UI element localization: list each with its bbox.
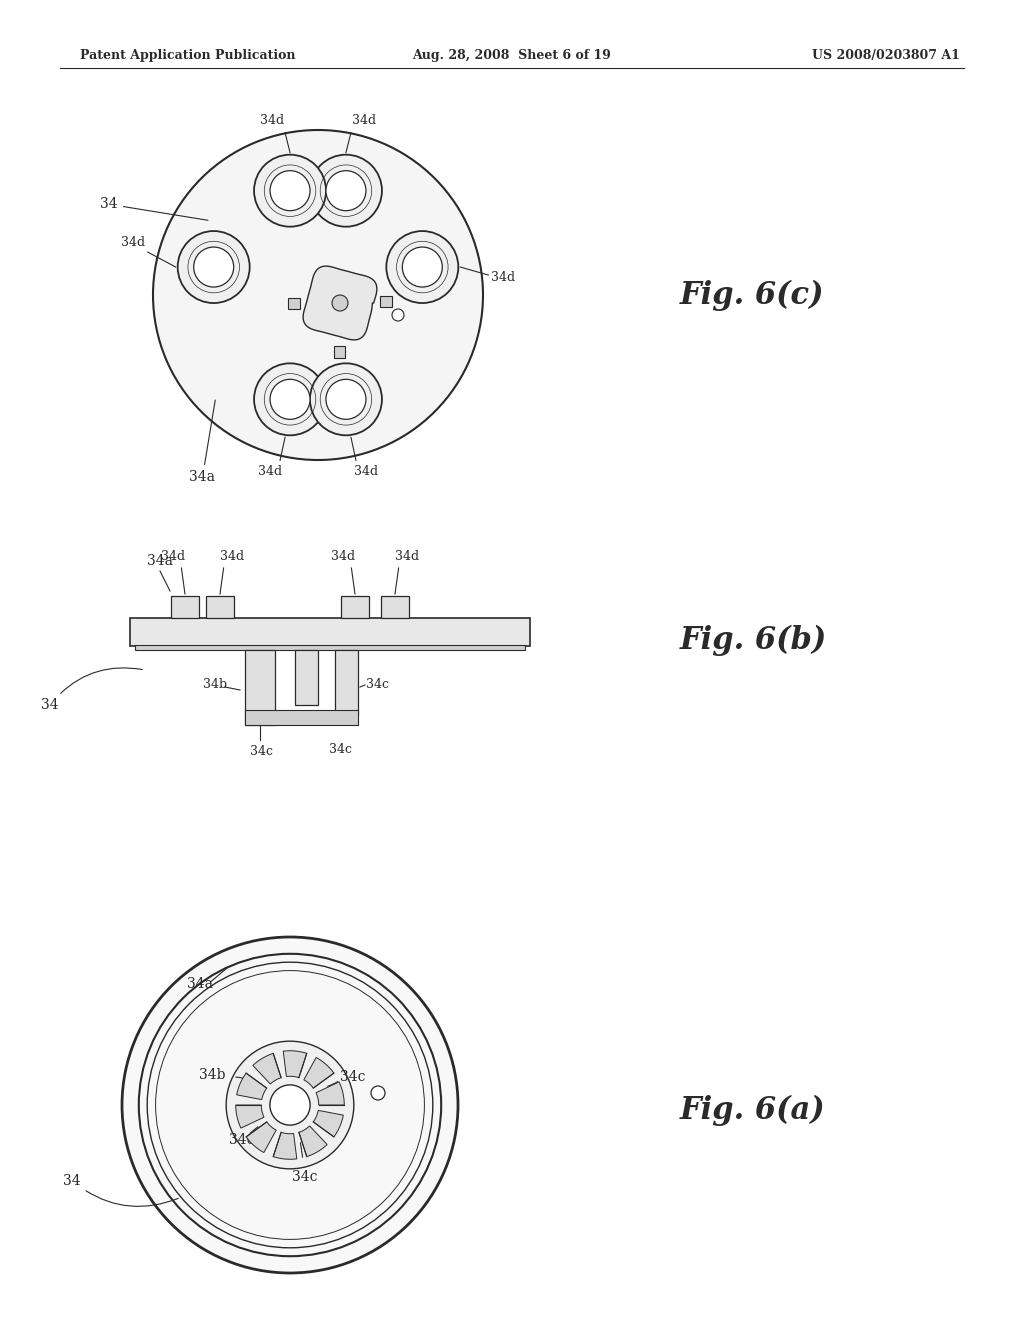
Text: 34d: 34d xyxy=(354,466,378,478)
Polygon shape xyxy=(313,1110,343,1137)
Circle shape xyxy=(326,379,366,420)
Text: 34a: 34a xyxy=(187,977,213,991)
Circle shape xyxy=(153,129,483,459)
Bar xyxy=(381,597,409,618)
Polygon shape xyxy=(246,1122,276,1152)
Polygon shape xyxy=(299,1126,327,1156)
Text: 34: 34 xyxy=(100,197,208,220)
Bar xyxy=(130,618,530,645)
Bar xyxy=(288,298,300,309)
Text: 34d: 34d xyxy=(395,550,419,564)
Circle shape xyxy=(254,154,326,227)
Text: 34d: 34d xyxy=(258,466,282,478)
Polygon shape xyxy=(237,1073,267,1100)
Text: 34c: 34c xyxy=(366,678,389,692)
Text: 34d: 34d xyxy=(220,550,244,564)
Bar xyxy=(295,649,318,705)
Text: Fig. 6(a): Fig. 6(a) xyxy=(680,1094,825,1126)
Circle shape xyxy=(310,154,382,227)
Circle shape xyxy=(270,1085,310,1125)
Text: 34d: 34d xyxy=(260,114,284,127)
Text: 34b: 34b xyxy=(199,1068,225,1082)
Text: 34a: 34a xyxy=(147,554,173,568)
Text: 34: 34 xyxy=(41,668,142,711)
Bar xyxy=(334,346,345,358)
Text: 34d: 34d xyxy=(161,550,185,564)
Bar xyxy=(171,597,199,618)
Text: US 2008/0203807 A1: US 2008/0203807 A1 xyxy=(812,49,961,62)
Bar xyxy=(206,597,234,618)
Text: 34c: 34c xyxy=(229,1133,255,1147)
Text: 34d: 34d xyxy=(492,271,515,284)
Bar xyxy=(380,296,392,308)
Circle shape xyxy=(270,170,310,211)
Text: 34c: 34c xyxy=(292,1170,317,1184)
Polygon shape xyxy=(273,1133,297,1159)
Text: Fig. 6(b): Fig. 6(b) xyxy=(680,624,827,656)
Text: 34d: 34d xyxy=(121,235,144,248)
Bar xyxy=(245,710,358,725)
Text: 34d: 34d xyxy=(352,114,376,127)
Polygon shape xyxy=(253,1053,282,1084)
Polygon shape xyxy=(284,1051,307,1077)
Polygon shape xyxy=(316,1082,344,1105)
Circle shape xyxy=(392,309,404,321)
Circle shape xyxy=(332,294,348,312)
Text: 34c: 34c xyxy=(340,1071,366,1084)
Bar xyxy=(341,597,369,618)
Text: Patent Application Publication: Patent Application Publication xyxy=(80,49,296,62)
Polygon shape xyxy=(303,267,377,339)
Circle shape xyxy=(194,247,233,286)
Bar xyxy=(335,649,358,715)
Circle shape xyxy=(371,1086,385,1100)
Text: 34: 34 xyxy=(63,1173,178,1206)
Text: Fig. 6(c): Fig. 6(c) xyxy=(680,280,824,310)
Circle shape xyxy=(386,231,459,304)
Text: 34a: 34a xyxy=(189,400,215,484)
Text: 34c: 34c xyxy=(329,743,351,756)
Bar xyxy=(245,649,275,725)
Polygon shape xyxy=(304,1057,334,1088)
Circle shape xyxy=(326,170,366,211)
Text: 34d: 34d xyxy=(331,550,355,564)
Text: 34b: 34b xyxy=(203,678,227,692)
Circle shape xyxy=(254,363,326,436)
Polygon shape xyxy=(236,1105,264,1129)
Circle shape xyxy=(402,247,442,286)
Text: 34c: 34c xyxy=(250,744,273,758)
Circle shape xyxy=(122,937,458,1272)
Circle shape xyxy=(270,379,310,420)
Circle shape xyxy=(310,363,382,436)
Circle shape xyxy=(226,1041,354,1168)
Bar xyxy=(135,645,525,649)
Text: Aug. 28, 2008  Sheet 6 of 19: Aug. 28, 2008 Sheet 6 of 19 xyxy=(413,49,611,62)
Circle shape xyxy=(178,231,250,304)
